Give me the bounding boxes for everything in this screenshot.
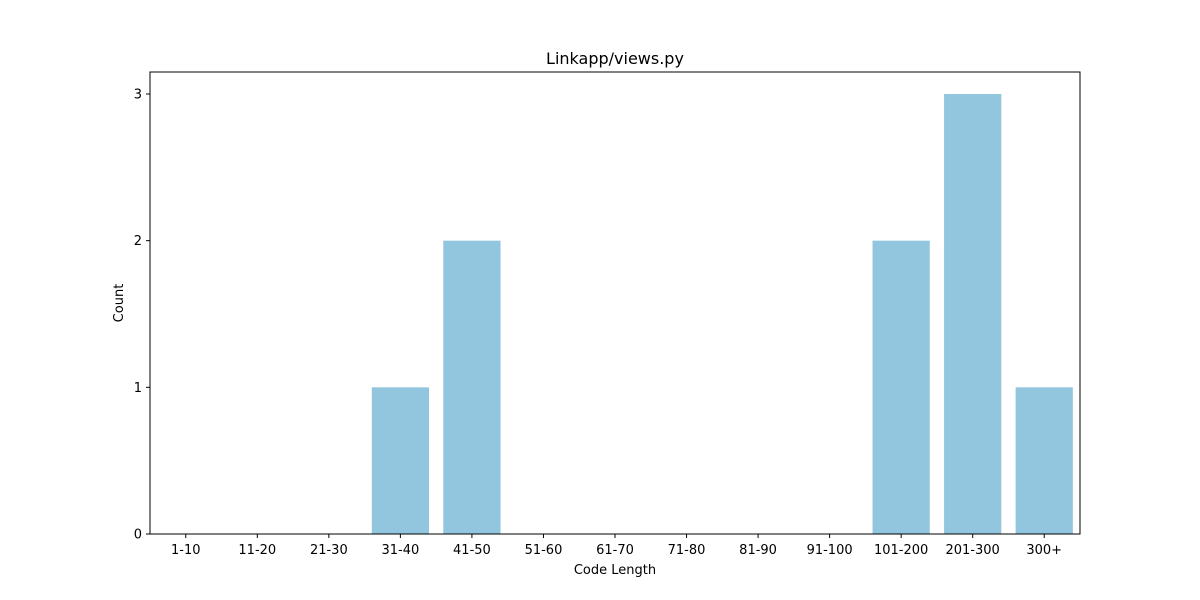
x-tick-label: 201-300 [946, 543, 1000, 558]
x-ticks: 1-10 11-20 21-30 31-40 41-50 51-60 61-70 71-80 8… [171, 534, 1062, 558]
x-tick-label: 71-80 [668, 543, 706, 558]
x-tick-label: 91-100 [807, 543, 853, 558]
x-tick-label: 101-200 [874, 543, 928, 558]
x-tick-label: 11-20 [238, 543, 276, 558]
chart-title: Linkapp/views.py [546, 49, 684, 68]
y-ticks: 0 1 2 3 [134, 88, 150, 543]
x-tick-label: 51-60 [525, 543, 563, 558]
x-tick-label: 81-90 [739, 543, 777, 558]
x-tick-label: 300+ [1026, 543, 1062, 558]
x-tick-label: 1-10 [171, 543, 201, 558]
y-tick-label: 1 [134, 381, 142, 396]
y-tick-label: 2 [134, 234, 142, 249]
x-tick-label: 41-50 [453, 543, 491, 558]
bar-201-300 [944, 94, 1002, 534]
x-axis-label: Code Length [574, 563, 656, 578]
bar-41-50 [443, 240, 501, 534]
y-tick-label: 3 [134, 88, 142, 103]
x-tick-label: 61-70 [596, 543, 634, 558]
bar-101-200 [872, 240, 930, 534]
plot-frame [149, 71, 1081, 535]
x-tick-label: 31-40 [381, 543, 419, 558]
x-tick-label: 21-30 [310, 543, 348, 558]
y-tick-label: 0 [134, 528, 142, 543]
bar-300+ [1015, 387, 1073, 534]
bar-31-40 [371, 387, 429, 534]
bars-layer [371, 94, 1073, 534]
y-axis-label: Count [112, 284, 127, 323]
